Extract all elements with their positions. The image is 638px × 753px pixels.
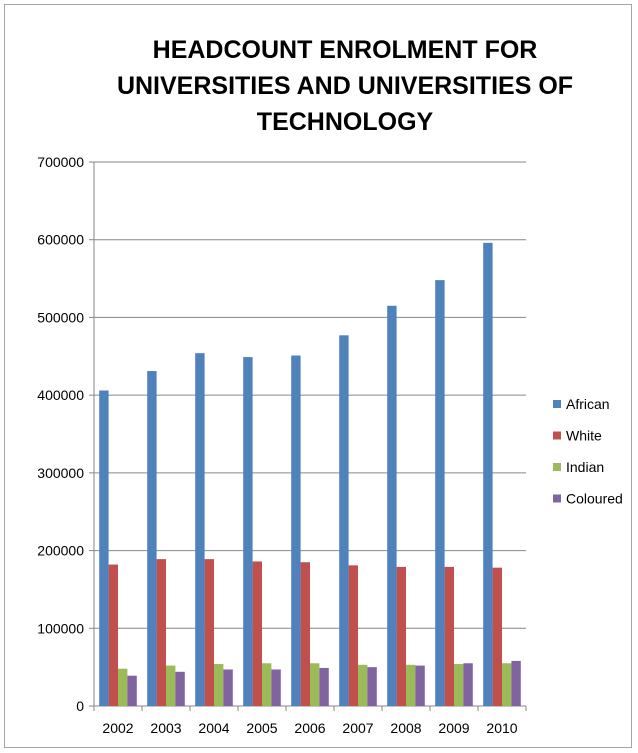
- y-tick-label: 500000: [37, 309, 84, 325]
- bar-african-2004: [195, 353, 205, 706]
- bar-coloured-2004: [223, 669, 233, 706]
- x-tick-label: 2006: [294, 720, 325, 736]
- bar-white-2008: [396, 566, 406, 706]
- chart-title-line-2: UNIVERSITIES AND UNIVERSITIES OF: [117, 72, 573, 100]
- y-tick-label: 100000: [37, 620, 84, 636]
- bar-african-2007: [339, 335, 349, 706]
- legend-swatch-african: [553, 400, 561, 408]
- x-tick-label: 2007: [342, 720, 373, 736]
- bar-coloured-2008: [415, 665, 425, 706]
- gridlines: [94, 161, 526, 629]
- bar-coloured-2003: [175, 671, 185, 706]
- legend-swatch-indian: [553, 463, 561, 471]
- bar-african-2010: [483, 242, 493, 706]
- bar-indian-2010: [502, 663, 512, 706]
- y-tick-label: 600000: [37, 232, 84, 248]
- legend-swatch-coloured: [553, 494, 561, 503]
- bar-indian-2008: [406, 664, 416, 706]
- legend: African White Indian Coloured: [553, 396, 623, 507]
- x-tick-label: 2003: [150, 720, 181, 736]
- bar-indian-2007: [358, 664, 368, 706]
- bar-indian-2006: [310, 663, 320, 706]
- bar-white-2004: [204, 559, 214, 706]
- bars: [99, 242, 521, 706]
- x-axis: 2002 2003 2004 2005 2006 2007 2008 2009 2010: [93, 705, 527, 736]
- y-axis: 0 100000 200000 300000 400000 500000 600000 700…: [37, 154, 95, 714]
- bar-indian-2003: [166, 665, 176, 706]
- bar-african-2002: [99, 390, 109, 706]
- bar-african-2005: [243, 357, 253, 706]
- bar-african-2003: [147, 371, 157, 706]
- bar-indian-2005: [262, 663, 272, 706]
- chart-title: HEADCOUNT ENROLMENT FOR UNIVERSITIES AND…: [117, 36, 573, 136]
- legend-label-indian: Indian: [566, 459, 604, 475]
- legend-swatch-white: [553, 431, 561, 440]
- legend-label-coloured: Coloured: [566, 491, 623, 507]
- bar-white-2006: [300, 562, 310, 706]
- legend-label-african: African: [566, 396, 610, 412]
- x-tick-label: 2010: [486, 720, 517, 736]
- x-tick-label: 2009: [438, 720, 469, 736]
- x-tick-label: 2004: [198, 720, 229, 736]
- bar-white-2003: [156, 559, 166, 706]
- bar-african-2008: [387, 305, 397, 706]
- y-tick-label: 300000: [37, 465, 84, 481]
- y-tick-label: 200000: [37, 543, 84, 559]
- chart-title-line-1: HEADCOUNT ENROLMENT FOR: [153, 36, 538, 64]
- bar-african-2006: [291, 355, 301, 706]
- bar-indian-2009: [454, 664, 464, 706]
- bar-coloured-2010: [511, 660, 521, 706]
- chart-title-line-3: TECHNOLOGY: [257, 108, 434, 136]
- bar-white-2007: [348, 565, 358, 706]
- bar-white-2010: [492, 567, 502, 706]
- legend-label-white: White: [566, 428, 602, 444]
- bar-indian-2002: [118, 668, 128, 706]
- bar-african-2009: [435, 280, 445, 706]
- x-tick-label: 2008: [390, 720, 421, 736]
- bar-indian-2004: [214, 664, 224, 706]
- bar-coloured-2002: [127, 675, 137, 706]
- y-tick-label: 0: [76, 698, 84, 714]
- bar-white-2005: [252, 561, 262, 706]
- y-tick-label: 700000: [37, 154, 84, 170]
- x-tick-label: 2005: [246, 720, 277, 736]
- bar-coloured-2007: [367, 667, 377, 706]
- y-tick-label: 400000: [37, 387, 84, 403]
- bar-white-2009: [444, 566, 454, 706]
- x-tick-label: 2002: [102, 720, 133, 736]
- bar-coloured-2009: [463, 663, 473, 706]
- bar-coloured-2006: [319, 667, 329, 706]
- bar-white-2002: [108, 564, 118, 706]
- bar-coloured-2005: [271, 669, 281, 706]
